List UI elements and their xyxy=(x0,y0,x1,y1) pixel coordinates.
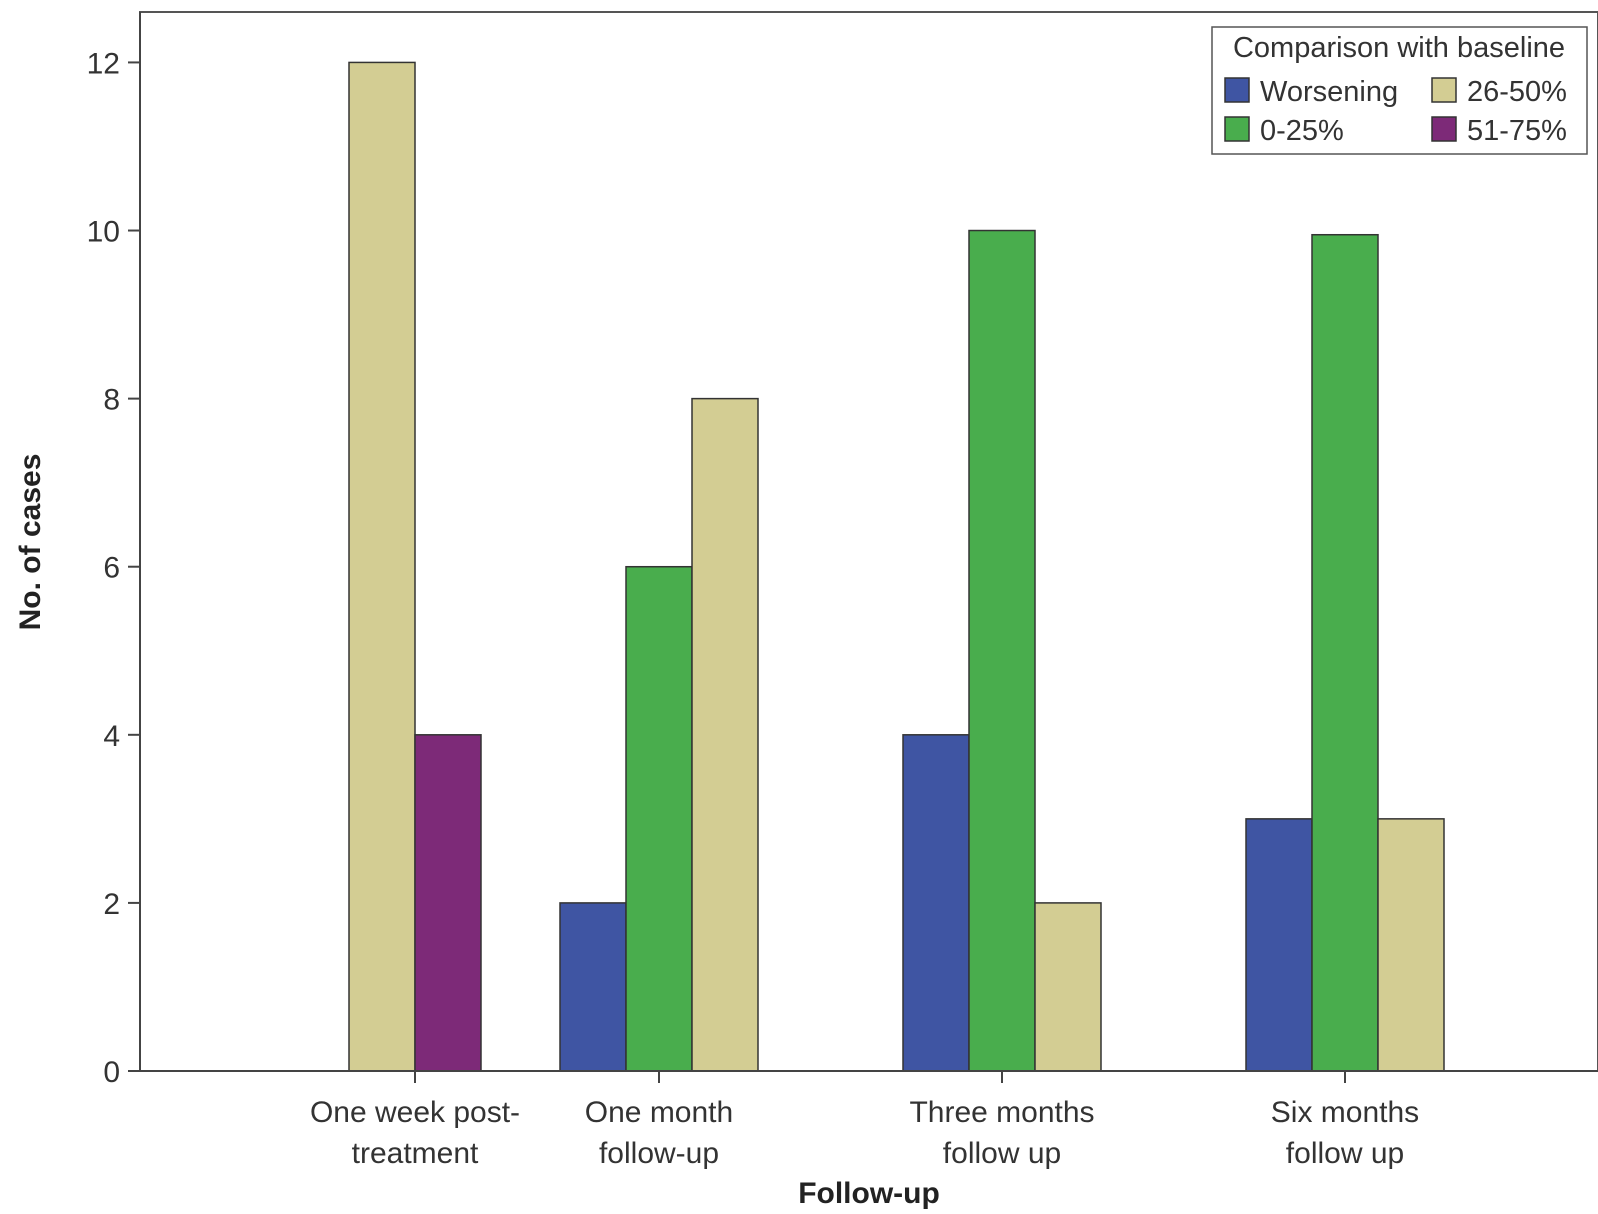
legend-label: 0-25% xyxy=(1260,115,1344,147)
y-tick-label: 8 xyxy=(103,384,120,417)
bar-26-50 xyxy=(1034,902,1102,1072)
legend-frame xyxy=(1211,26,1588,155)
bar-0-25 xyxy=(968,229,1036,1072)
legend-label: 51-75% xyxy=(1467,115,1567,147)
legend: Comparison with baseline Worsening 26-50%… xyxy=(1211,26,1588,155)
legend-label: Worsening xyxy=(1260,76,1398,108)
y-tick-label: 0 xyxy=(103,1056,120,1089)
x-tick-label: One week post- xyxy=(310,1096,520,1129)
bar-26-50 xyxy=(348,61,416,1072)
x-axis-title: Follow-up xyxy=(798,1177,940,1210)
bar-51-75 xyxy=(414,734,482,1072)
x-tick-label: Three months xyxy=(909,1096,1094,1129)
y-tick-label: 12 xyxy=(87,47,120,80)
legend-items: Worsening 26-50% 0-25% 51-75% xyxy=(1224,76,1567,147)
y-tick-label: 2 xyxy=(103,888,120,921)
bar-26-50 xyxy=(691,397,759,1072)
bar-worsening xyxy=(559,902,627,1072)
x-tick-label: follow up xyxy=(943,1137,1061,1170)
legend-label: 26-50% xyxy=(1467,76,1567,108)
bar-26-50 xyxy=(1377,818,1445,1072)
legend-swatch xyxy=(1431,77,1457,103)
bar-0-25 xyxy=(1311,233,1379,1072)
legend-swatch xyxy=(1431,116,1457,142)
x-tick-label: Six months xyxy=(1271,1096,1419,1129)
x-tick-label: One month xyxy=(585,1096,733,1129)
y-axis-ticks: 0 2 4 6 8 10 12 xyxy=(87,47,140,1089)
legend-title: Comparison with baseline xyxy=(1233,32,1565,64)
y-axis-title: No. of cases xyxy=(14,454,47,631)
x-tick-label: follow up xyxy=(1286,1137,1404,1170)
x-tick-label: follow-up xyxy=(599,1137,719,1170)
bar-worsening xyxy=(1245,818,1313,1072)
x-axis-ticks: One week post-treatment One month follow-u… xyxy=(310,1071,1419,1170)
x-tick-label: treatment xyxy=(352,1137,479,1170)
legend-swatch xyxy=(1224,116,1250,142)
y-tick-label: 6 xyxy=(103,552,120,585)
bar-0-25 xyxy=(625,565,693,1072)
bar-worsening xyxy=(902,734,970,1072)
y-tick-label: 10 xyxy=(87,216,120,249)
legend-swatch xyxy=(1224,77,1250,103)
bars-group xyxy=(348,61,1445,1072)
y-tick-label: 4 xyxy=(103,720,120,753)
